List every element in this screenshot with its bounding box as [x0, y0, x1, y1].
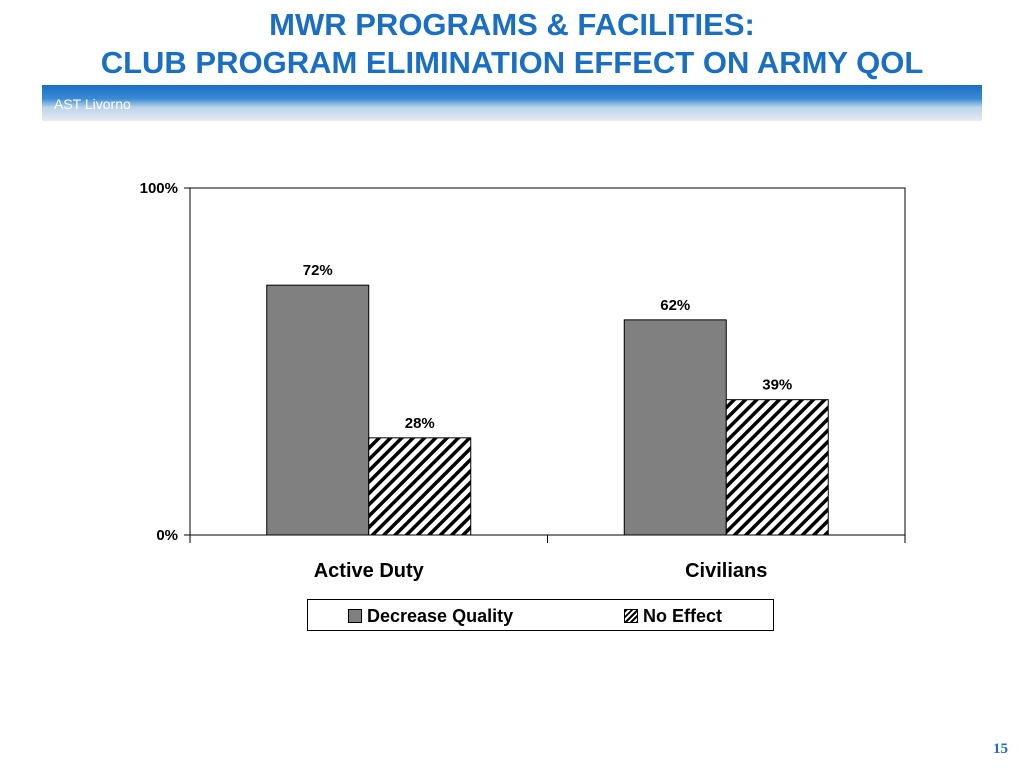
y-tick-label: 0%	[156, 527, 178, 544]
bar-decrease-quality-active-duty	[266, 284, 370, 536]
legend-item-decrease-quality: Decrease Quality	[348, 606, 513, 627]
x-tick-label-civilians: Civilians	[685, 560, 767, 582]
legend-label-decrease-quality: Decrease Quality	[367, 606, 514, 626]
x-tick-label-active-duty: Active Duty	[314, 560, 425, 582]
header-banner: AST Livorno	[42, 85, 982, 121]
data-label-no-effect-active-duty: 28%	[405, 415, 435, 432]
bar-no-effect-active-duty	[368, 437, 472, 536]
chart-legend: Decrease Quality No Effect	[307, 599, 774, 631]
legend-swatch-hatch	[624, 609, 638, 623]
title-line-1: MWR PROGRAMS & FACILITIES:	[269, 7, 755, 42]
page-number: 15	[993, 741, 1008, 757]
title-line-2: CLUB PROGRAM ELIMINATION EFFECT ON ARMY …	[100, 45, 924, 80]
legend-item-no-effect: No Effect	[624, 606, 722, 627]
data-label-decrease-quality-active-duty: 72%	[303, 262, 333, 279]
data-label-no-effect-civilians: 39%	[762, 377, 792, 394]
legend-swatch-solid	[348, 609, 362, 623]
legend-label-no-effect: No Effect	[643, 606, 723, 626]
y-tick-label: 100%	[140, 180, 178, 197]
bar-decrease-quality-civilians	[623, 319, 727, 536]
banner-label: AST Livorno	[54, 96, 131, 112]
bar-no-effect-civilians	[725, 399, 829, 536]
data-label-decrease-quality-civilians: 62%	[660, 297, 690, 314]
slide-title: MWR PROGRAMS & FACILITIES: CLUB PROGRAM …	[0, 6, 1024, 82]
